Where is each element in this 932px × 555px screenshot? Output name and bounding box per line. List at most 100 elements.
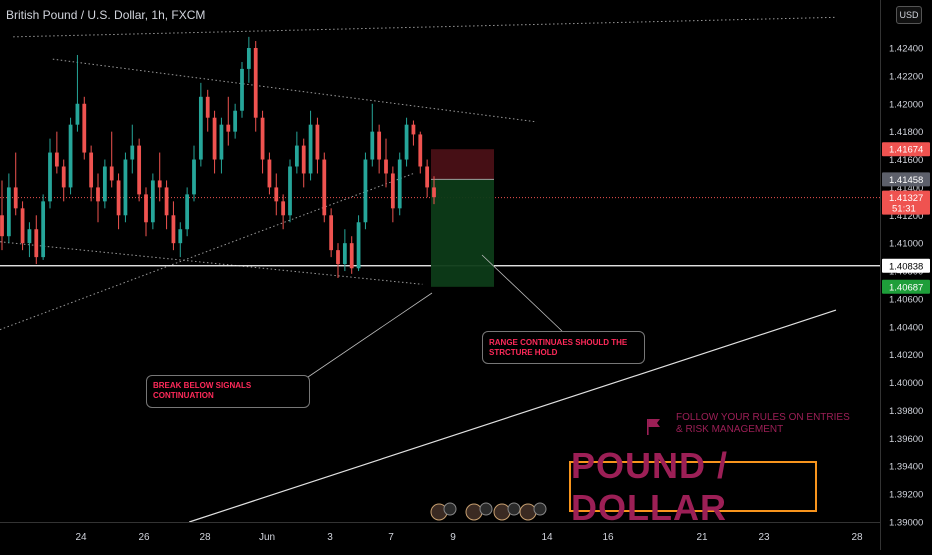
y-tick-label: 1.40000 bbox=[889, 378, 923, 389]
candle-body bbox=[260, 117, 265, 160]
currency-button[interactable]: USD bbox=[896, 6, 922, 24]
candle-body bbox=[82, 103, 87, 153]
trendline-0[interactable] bbox=[13, 16, 837, 38]
candle-body bbox=[20, 208, 25, 244]
candle-body bbox=[96, 187, 100, 202]
candle-body bbox=[363, 159, 368, 223]
rules-note: FOLLOW YOUR RULES ON ENTRIES & RISK MANA… bbox=[676, 412, 850, 435]
y-tick-label: 1.39400 bbox=[889, 462, 923, 473]
candle-body bbox=[315, 124, 320, 160]
annotation-break-text: BREAK BELOW SIGNALS CONTINUATION bbox=[153, 381, 252, 400]
price-label-stop bbox=[882, 142, 930, 157]
y-tick-label: 1.40400 bbox=[889, 322, 923, 333]
y-tick-label: 1.41400 bbox=[889, 183, 923, 194]
x-tick-label: Jun bbox=[259, 532, 275, 543]
candle-body bbox=[48, 152, 52, 202]
flag-icon bbox=[647, 419, 660, 435]
x-tick-label: 24 bbox=[75, 532, 87, 543]
candle-body bbox=[185, 194, 190, 230]
economic-events-icon bbox=[430, 502, 547, 521]
x-tick-label: 9 bbox=[450, 532, 456, 543]
candle-body bbox=[75, 103, 80, 125]
x-tick-label: 28 bbox=[851, 532, 863, 543]
candle-body bbox=[6, 187, 11, 237]
candle-body bbox=[288, 166, 292, 216]
candle-body bbox=[274, 187, 279, 202]
annotation-break-box[interactable]: BREAK BELOW SIGNALS CONTINUATION bbox=[146, 375, 310, 408]
trendline-1[interactable] bbox=[52, 58, 537, 123]
price-label-text: 1.40687 bbox=[889, 282, 923, 293]
y-tick-label: 1.39600 bbox=[889, 434, 923, 445]
candle-body bbox=[130, 145, 135, 160]
candle-body bbox=[281, 201, 286, 216]
candle-body bbox=[13, 187, 18, 209]
candle-body bbox=[219, 124, 224, 160]
price-label-last bbox=[882, 190, 930, 215]
candle-body bbox=[34, 229, 39, 258]
candle-body bbox=[157, 180, 162, 188]
candle-body bbox=[370, 131, 375, 160]
candle-body bbox=[212, 117, 217, 160]
candle-body bbox=[178, 229, 183, 244]
candle-body bbox=[68, 124, 73, 188]
candle-body bbox=[253, 48, 258, 118]
symbol-title: British Pound / U.S. Dollar, 1h, FXCM bbox=[6, 8, 206, 22]
candle-body bbox=[0, 215, 4, 237]
candle-body bbox=[171, 215, 176, 244]
price-label-target bbox=[882, 279, 930, 294]
countdown-text: 51:31 bbox=[892, 204, 916, 215]
x-tick-label: 7 bbox=[388, 532, 394, 543]
price-label-text: 1.41674 bbox=[889, 145, 923, 156]
stop-loss-zone[interactable] bbox=[431, 149, 494, 180]
candle-body bbox=[349, 243, 354, 269]
trendline-2[interactable] bbox=[0, 241, 423, 285]
callout-break-pointer bbox=[307, 292, 433, 378]
annotation-range-box[interactable]: RANGE CONTINUAES SHOULD THE STRCTURE HOL… bbox=[482, 331, 645, 364]
candle-body bbox=[377, 131, 382, 160]
event-icons[interactable] bbox=[428, 501, 550, 523]
y-tick-label: 1.39000 bbox=[889, 518, 923, 529]
candle-body bbox=[425, 166, 430, 188]
candle-body bbox=[123, 159, 128, 216]
price-label-text: 1.41327 bbox=[889, 193, 923, 204]
candle-body bbox=[164, 187, 169, 216]
candle-body bbox=[116, 180, 121, 216]
price-label-text: 1.40838 bbox=[889, 261, 923, 272]
candle-body bbox=[240, 68, 244, 111]
y-tick-label: 1.41200 bbox=[889, 211, 923, 222]
candle-body bbox=[246, 48, 251, 69]
trendline-3[interactable] bbox=[0, 173, 414, 331]
candle-body bbox=[329, 215, 334, 251]
price-label-text: 1.41458 bbox=[889, 175, 923, 186]
candle-body bbox=[356, 222, 361, 269]
candle-body bbox=[294, 145, 299, 167]
x-tick-label: 21 bbox=[696, 532, 708, 543]
y-tick-label: 1.42400 bbox=[889, 44, 923, 55]
candle-body bbox=[397, 159, 402, 209]
y-tick-label: 1.41600 bbox=[889, 155, 923, 166]
callout-range-pointer bbox=[481, 254, 563, 332]
take-profit-zone[interactable] bbox=[431, 179, 494, 287]
candle-body bbox=[198, 96, 203, 160]
candle-body bbox=[89, 152, 94, 188]
y-tick-label: 1.41000 bbox=[889, 239, 923, 250]
candle-body bbox=[308, 124, 313, 174]
candle-body bbox=[102, 166, 107, 202]
y-tick-label: 1.39200 bbox=[889, 490, 923, 501]
candle-body bbox=[267, 159, 272, 188]
price-label-entry bbox=[882, 172, 930, 187]
x-tick-label: 28 bbox=[199, 532, 211, 543]
candle-body bbox=[404, 124, 409, 160]
y-tick-label: 1.40200 bbox=[889, 350, 923, 361]
candle-body bbox=[109, 166, 114, 181]
y-tick-label: 1.41800 bbox=[889, 127, 923, 138]
candle-body bbox=[41, 201, 46, 258]
trendline-4[interactable] bbox=[189, 309, 837, 523]
candle-body bbox=[233, 110, 238, 132]
title-banner-text: POUND / DOLLAR bbox=[571, 444, 729, 528]
annotation-range-text: RANGE CONTINUAES SHOULD THE STRCTURE HOL… bbox=[489, 338, 628, 357]
candle-body bbox=[384, 159, 388, 174]
candle-body bbox=[27, 229, 32, 244]
